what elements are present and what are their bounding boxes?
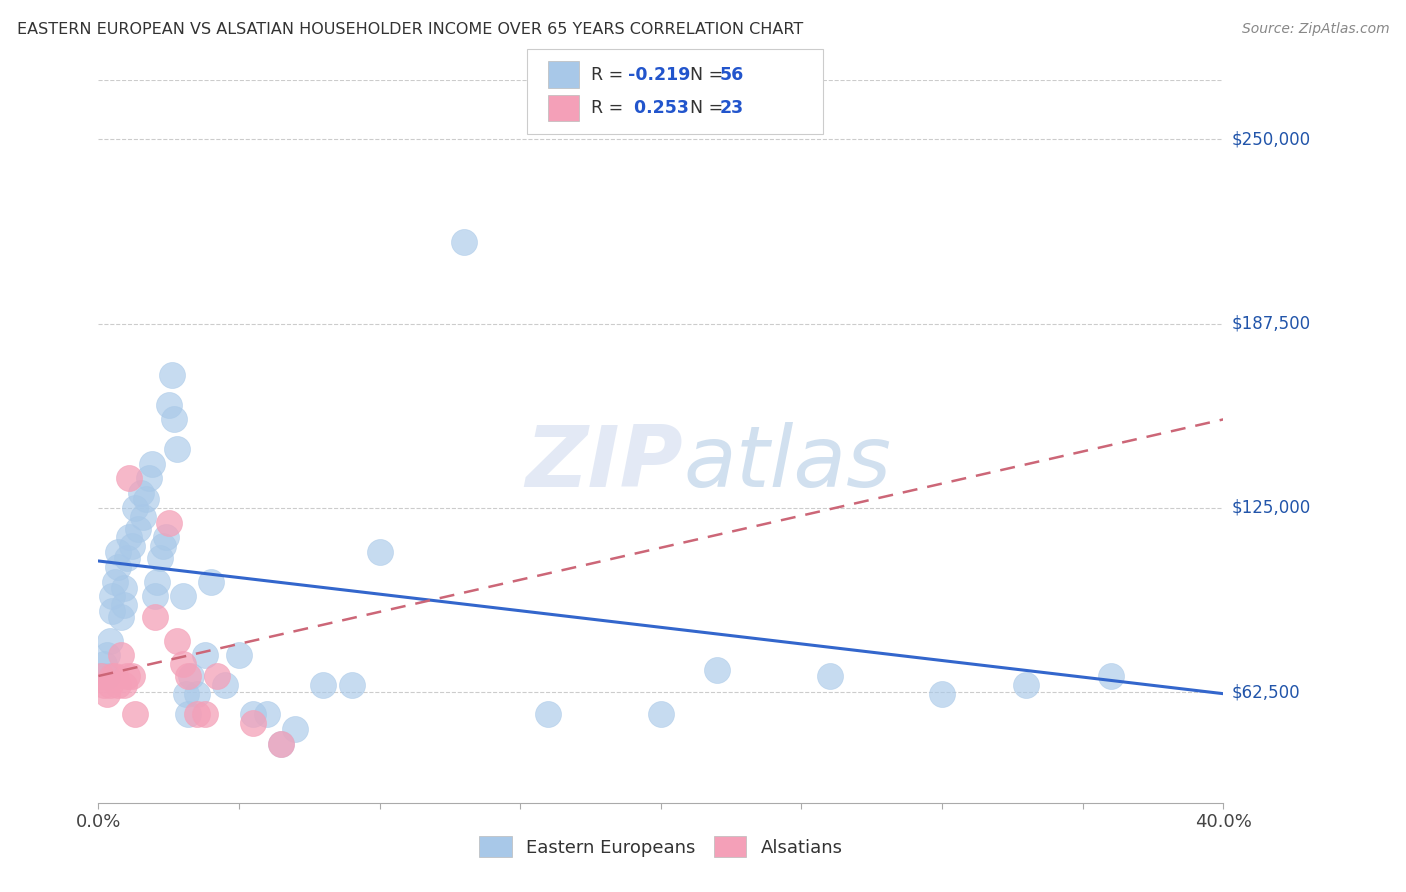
Point (146, 574, 169, 589)
Point (186, 687, 208, 701)
Point (115, 551, 138, 566)
Point (98, 678, 121, 692)
Point (214, 678, 236, 692)
Text: 0.253: 0.253 (628, 99, 689, 117)
Point (112, 598, 135, 612)
Point (931, 687, 953, 701)
Point (163, 412, 186, 426)
Point (93, 678, 115, 692)
Text: EASTERN EUROPEAN VS ALSATIAN HOUSEHOLDER INCOME OVER 65 YEARS CORRELATION CHART: EASTERN EUROPEAN VS ALSATIAN HOUSEHOLDER… (17, 22, 803, 37)
Legend: Eastern Europeans, Alsatians: Eastern Europeans, Alsatians (470, 827, 852, 866)
Point (172, 590, 194, 604)
Point (141, 457, 163, 471)
Text: 56: 56 (720, 66, 744, 84)
Point (186, 707, 208, 722)
Point (157, 516, 180, 530)
Point (242, 707, 264, 722)
Point (107, 545, 129, 559)
Point (101, 669, 124, 683)
Point (143, 590, 166, 604)
Point (194, 707, 217, 722)
Point (90, 669, 112, 683)
Point (96, 687, 118, 701)
Point (90, 669, 112, 683)
Point (312, 678, 335, 692)
Point (149, 551, 172, 566)
Point (650, 707, 672, 722)
Point (112, 581, 135, 595)
Point (453, 235, 475, 250)
Point (104, 574, 127, 589)
Point (101, 604, 124, 618)
Text: -0.219: -0.219 (628, 66, 690, 84)
Point (228, 648, 250, 663)
Point (112, 678, 135, 692)
Point (1015, 678, 1038, 692)
Text: N =: N = (679, 99, 728, 117)
Point (160, 368, 183, 383)
Point (194, 648, 217, 663)
Point (166, 442, 188, 456)
Point (132, 509, 155, 524)
Point (118, 530, 141, 544)
Text: $125,000: $125,000 (1232, 499, 1310, 516)
Point (124, 707, 146, 722)
Point (143, 610, 166, 624)
Point (166, 633, 188, 648)
Point (256, 707, 278, 722)
Text: R =: R = (591, 99, 628, 117)
Point (706, 663, 728, 677)
Text: ZIP: ZIP (526, 422, 683, 505)
Point (340, 678, 363, 692)
Text: atlas: atlas (683, 422, 891, 505)
Point (110, 648, 132, 663)
Text: $187,500: $187,500 (1232, 315, 1310, 333)
Point (1099, 669, 1122, 683)
Text: $62,500: $62,500 (1232, 683, 1301, 701)
Point (284, 722, 307, 736)
Point (818, 669, 841, 683)
Point (138, 471, 160, 485)
Point (135, 491, 157, 506)
Point (177, 707, 200, 722)
Point (368, 545, 391, 559)
Point (152, 539, 174, 553)
Point (177, 669, 200, 683)
Point (107, 560, 129, 574)
Point (270, 737, 292, 751)
Point (121, 539, 143, 553)
Point (104, 669, 127, 683)
Point (93, 657, 115, 672)
Point (205, 669, 228, 683)
Text: $250,000: $250,000 (1232, 130, 1310, 148)
Point (172, 657, 194, 672)
Point (101, 590, 124, 604)
Point (155, 530, 177, 544)
Point (127, 522, 149, 536)
Point (115, 669, 138, 683)
Text: R =: R = (591, 66, 628, 84)
Point (96, 669, 118, 683)
Text: 23: 23 (720, 99, 744, 117)
Point (157, 398, 180, 412)
Point (242, 716, 264, 731)
Text: Source: ZipAtlas.com: Source: ZipAtlas.com (1241, 22, 1389, 37)
Point (537, 707, 560, 722)
Point (270, 737, 292, 751)
Point (98, 633, 121, 648)
Point (129, 486, 152, 500)
Point (174, 687, 197, 701)
Point (180, 669, 202, 683)
Point (96, 648, 118, 663)
Point (124, 500, 146, 515)
Point (200, 574, 222, 589)
Point (121, 669, 143, 683)
Point (107, 678, 129, 692)
Point (118, 471, 141, 485)
Point (110, 610, 132, 624)
Text: N =: N = (679, 66, 728, 84)
